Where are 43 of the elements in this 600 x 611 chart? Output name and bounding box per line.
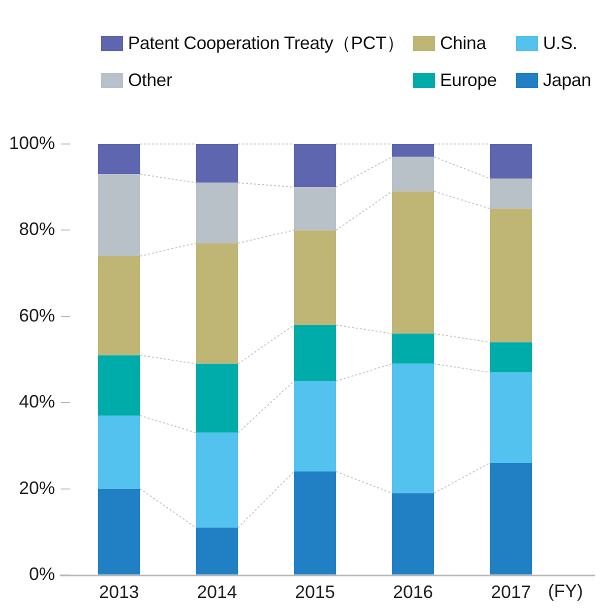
bar bbox=[196, 432, 238, 528]
legend-label: Other bbox=[128, 70, 172, 90]
bar bbox=[196, 144, 238, 183]
bar bbox=[294, 325, 336, 382]
legend-label: China bbox=[440, 32, 486, 54]
bar bbox=[490, 144, 532, 178]
bar bbox=[392, 364, 434, 494]
bar bbox=[490, 462, 532, 574]
bar bbox=[490, 208, 532, 342]
legend-label: U.S. bbox=[543, 32, 578, 54]
bar bbox=[98, 355, 140, 416]
bar bbox=[196, 243, 238, 364]
y-tick-label: 100% bbox=[8, 132, 55, 153]
bar bbox=[392, 144, 434, 157]
bar bbox=[98, 416, 140, 489]
x-tick-label: 2013 bbox=[98, 582, 140, 602]
y-tick-label: 60% bbox=[18, 305, 55, 326]
bar bbox=[98, 256, 140, 356]
bar bbox=[196, 364, 238, 433]
y-tick-label: 20% bbox=[18, 478, 55, 498]
x-tick-label: 2015 bbox=[294, 582, 336, 602]
bar bbox=[294, 230, 336, 326]
x-tick-label: 2016 bbox=[392, 582, 434, 602]
legend-label: Japan bbox=[543, 70, 592, 90]
legend-label: Patent Cooperation Treaty（PCT） bbox=[128, 32, 404, 55]
bar bbox=[490, 372, 532, 463]
bar bbox=[98, 488, 140, 574]
y-tick-label: 40% bbox=[18, 392, 55, 412]
x-tick-label: 2014 bbox=[196, 582, 238, 602]
legend-label: Europe bbox=[440, 70, 497, 90]
bar bbox=[490, 342, 532, 372]
bar bbox=[392, 493, 434, 574]
bar bbox=[196, 528, 238, 574]
bar bbox=[392, 191, 434, 334]
y-tick-label: 80% bbox=[18, 219, 55, 240]
bar bbox=[98, 144, 140, 174]
bar bbox=[294, 381, 336, 472]
x-tick-label: 2017 bbox=[490, 582, 532, 602]
x-axis-title: (FY) bbox=[548, 580, 583, 601]
bar bbox=[294, 144, 336, 188]
y-tick-label: 0% bbox=[28, 564, 55, 584]
bar bbox=[294, 472, 336, 574]
bar bbox=[392, 334, 434, 364]
